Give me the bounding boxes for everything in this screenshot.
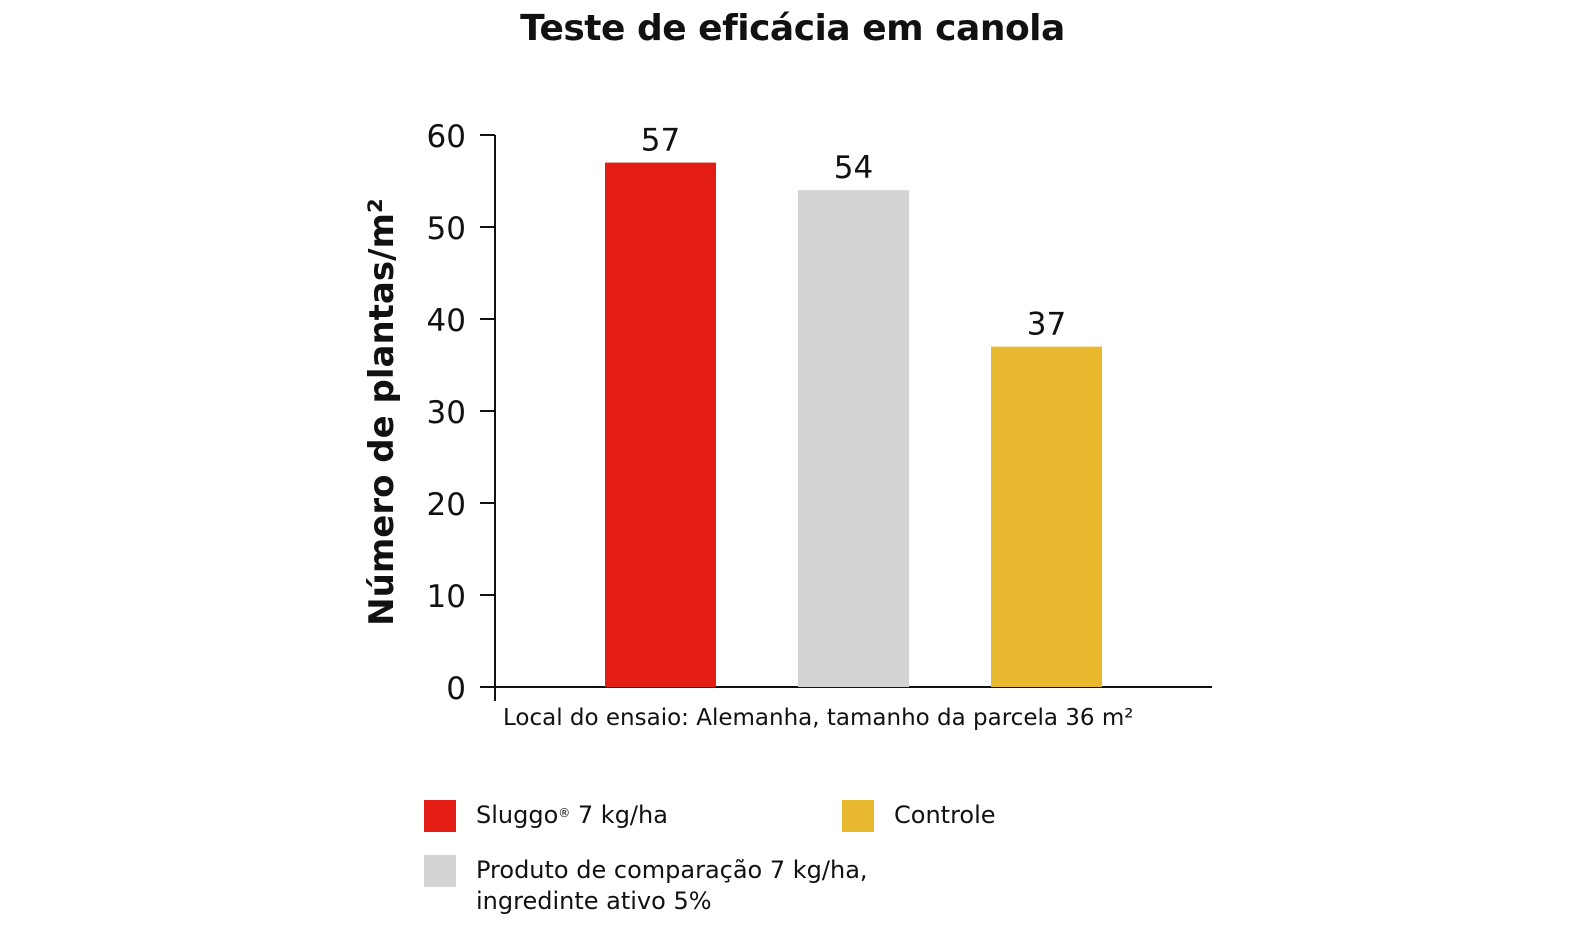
- bar-value-label: 54: [834, 150, 873, 186]
- y-axis-title: Número de plantas/m²: [362, 198, 402, 626]
- bar-value-label: 37: [1027, 307, 1066, 343]
- y-tick-label: 10: [427, 579, 466, 615]
- bars: [605, 162, 1102, 688]
- trial-note: Local do ensaio: Alemanha, tamanho da pa…: [503, 705, 1133, 731]
- y-tick-label: 40: [427, 303, 466, 339]
- bar: [798, 190, 909, 687]
- bar-value-label: 57: [641, 123, 680, 159]
- bar: [605, 162, 716, 688]
- bar: [991, 346, 1102, 687]
- y-tick-label: 0: [446, 671, 466, 707]
- value-labels: 57 54 37: [641, 123, 1066, 343]
- y-tick-label: 60: [427, 119, 466, 155]
- chart-title: Teste de eficácia em canola: [520, 8, 1065, 49]
- y-tick-label: 30: [427, 395, 466, 431]
- y-tick-label: 50: [427, 211, 466, 247]
- y-tick-label: 20: [427, 487, 466, 523]
